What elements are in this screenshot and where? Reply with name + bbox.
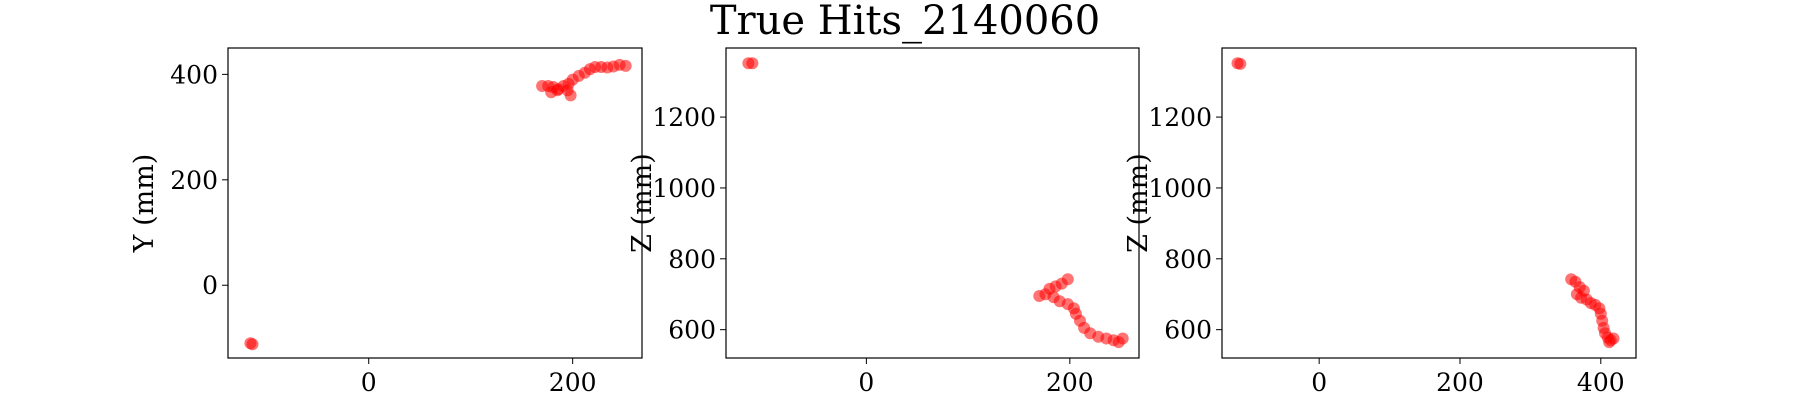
y-axis-label: Z (mm) [1123, 153, 1154, 253]
hit-point [1234, 57, 1247, 70]
y-axis-label: Y (mm) [129, 154, 160, 254]
x-tick-label: 200 [1046, 368, 1094, 397]
y-tick-label: 800 [1164, 245, 1212, 274]
y-tick-label: 200 [170, 166, 218, 195]
y-axis-label: Z (mm) [627, 153, 658, 253]
y-tick-label: 1200 [652, 103, 716, 132]
hit-points [244, 58, 632, 351]
axes-frame [725, 47, 1140, 359]
axes-frame [1221, 47, 1637, 359]
y-tick-label: 1200 [1148, 103, 1212, 132]
x-tick-label: 0 [1311, 368, 1327, 397]
y-tick-label: 1000 [652, 174, 716, 203]
hit-point [1061, 273, 1074, 286]
hit-points [742, 57, 1129, 349]
hit-point [1116, 332, 1129, 345]
subplot-1: 0 200 0 200 400 Y (mm) [129, 47, 643, 397]
y-tick-label: 600 [668, 316, 716, 345]
chart-title: True Hits_2140060 [710, 0, 1100, 44]
y-tick-label: 1000 [1148, 174, 1212, 203]
y-tick-label: 0 [202, 271, 218, 300]
hit-point [619, 59, 632, 72]
subplot-2: 0 200 600 800 1000 1200 Z (mm) [627, 47, 1140, 397]
hit-point [564, 89, 577, 102]
x-tick-label: 0 [361, 368, 377, 397]
x-tick-label: 200 [1436, 368, 1484, 397]
hit-point [1603, 336, 1616, 349]
x-tick-label: 200 [549, 368, 597, 397]
y-tick-label: 800 [668, 245, 716, 274]
hit-points [1231, 57, 1620, 349]
subplot-3: 0 200 400 600 800 1000 1200 Z (mm) [1123, 47, 1637, 397]
x-tick-label: 0 [858, 368, 874, 397]
axes-frame [227, 47, 643, 359]
x-tick-label: 400 [1577, 368, 1625, 397]
hit-point [246, 338, 259, 351]
y-tick-label: 400 [170, 60, 218, 89]
y-tick-label: 600 [1164, 316, 1212, 345]
hit-point [746, 57, 759, 70]
